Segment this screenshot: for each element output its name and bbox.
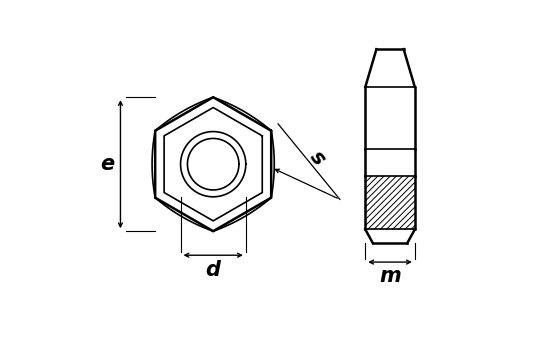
Text: s: s — [306, 147, 329, 169]
Text: d: d — [206, 260, 221, 280]
Text: m: m — [379, 266, 401, 286]
Text: e: e — [100, 154, 114, 174]
